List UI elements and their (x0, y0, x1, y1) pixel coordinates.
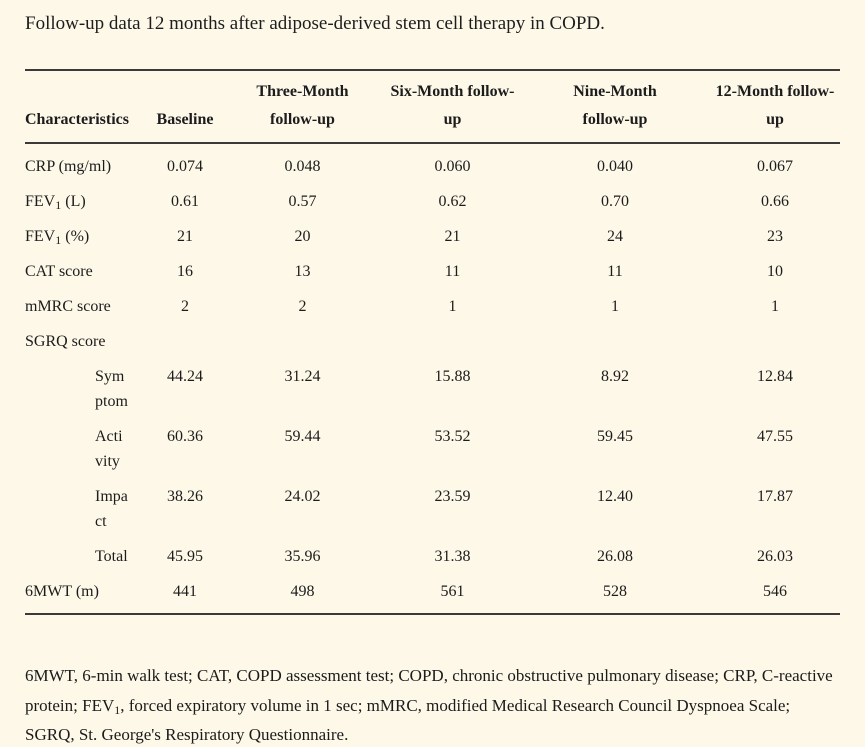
table-row-mmrc: mMRC score 2 2 1 1 1 (25, 284, 840, 319)
cell-value: 24.02 (284, 488, 321, 505)
cell-value: 24 (607, 228, 623, 245)
row-label-text: (L) (61, 193, 86, 210)
cell-value: 12.40 (597, 488, 633, 505)
table-row-sgrq-impact: Impa ct 38.26 24.02 23.59 12.40 17.87 (25, 474, 840, 534)
table-row-sgrq-total: Total 45.95 35.96 31.38 26.08 26.03 (25, 534, 840, 569)
cell-value: 21 (177, 228, 193, 245)
row-label: CRP (mg/ml) (25, 158, 112, 175)
column-header-six-month: Six-Month follow- up (385, 70, 520, 144)
cell-value: 23.59 (434, 488, 471, 505)
table-row-fev1-pct: FEV1 (%) 21 20 21 24 23 (25, 214, 840, 249)
column-header-baseline: Baseline (150, 70, 220, 144)
cell-value: 8.92 (601, 368, 629, 385)
cell-value: 60.36 (167, 428, 203, 445)
row-label: Acti vity (95, 428, 123, 470)
cell-value: 2 (298, 298, 307, 315)
table-header: Characteristics Baseline Three-Month fol… (25, 70, 840, 144)
subscript: 1 (55, 233, 62, 247)
table-row-crp: CRP (mg/ml) 0.074 0.048 0.060 0.040 0.06… (25, 143, 840, 179)
cell-value: 441 (173, 583, 197, 600)
cell-value: 16 (177, 263, 193, 280)
table-row-6mwt: 6MWT (m) 441 498 561 528 546 (25, 569, 840, 614)
cell-value (520, 319, 710, 354)
row-label: 6MWT (m) (25, 583, 99, 600)
row-label-text: FEV (25, 193, 56, 210)
footnote-text: 6MWT, 6-min walk test; CAT, COPD assessm… (25, 666, 833, 715)
row-label-text: (%) (61, 228, 90, 245)
cell-value: 20 (294, 228, 311, 245)
cell-value: 38.26 (167, 488, 203, 505)
row-label: CAT score (25, 263, 93, 280)
row-label: Total (95, 548, 128, 565)
cell-value: 10 (767, 263, 783, 280)
cell-value: 11 (444, 263, 461, 280)
cell-value: 35.96 (284, 548, 321, 565)
cell-value: 11 (607, 263, 623, 280)
cell-value (220, 319, 385, 354)
column-header-nine-month: Nine-Month follow-up (520, 70, 710, 144)
cell-value: 26.08 (597, 548, 633, 565)
subscript: 1 (114, 702, 121, 717)
cell-value: 0.048 (284, 158, 321, 175)
column-header-characteristics: Characteristics (25, 70, 150, 144)
header-row: Characteristics Baseline Three-Month fol… (25, 70, 840, 144)
cell-value: 31.24 (284, 368, 321, 385)
row-label: SGRQ score (25, 333, 106, 350)
cell-value: 45.95 (167, 548, 203, 565)
cell-value: 17.87 (757, 488, 793, 505)
cell-value: 0.57 (288, 193, 317, 210)
cell-value: 0.61 (171, 193, 199, 210)
cell-value: 26.03 (757, 548, 793, 565)
cell-value: 2 (181, 298, 189, 315)
table-row-fev1-l: FEV1 (L) 0.61 0.57 0.62 0.70 0.66 (25, 179, 840, 214)
cell-value: 0.074 (167, 158, 203, 175)
table-caption: Follow-up data 12 months after adipose-d… (25, 13, 605, 34)
table-row-sgrq-header: SGRQ score (25, 319, 840, 354)
cell-value: 44.24 (167, 368, 203, 385)
row-label: mMRC score (25, 298, 111, 315)
cell-value: 12.84 (757, 368, 793, 385)
cell-value: 21 (444, 228, 461, 245)
cell-value: 0.067 (757, 158, 793, 175)
column-header-three-month: Three-Month follow-up (220, 70, 385, 144)
table-row-sgrq-symptom: Sym ptom 44.24 31.24 15.88 8.92 12.84 (25, 354, 840, 414)
cell-value: 1 (771, 298, 779, 315)
row-label: Impa ct (95, 488, 128, 530)
cell-value: 528 (603, 583, 627, 600)
cell-value: 0.70 (601, 193, 629, 210)
cell-value: 0.62 (438, 193, 467, 210)
row-label: FEV1 (%) (25, 214, 150, 249)
table-row-sgrq-activity: Acti vity 60.36 59.44 53.52 59.45 47.55 (25, 414, 840, 474)
cell-value (710, 319, 840, 354)
cell-value: 31.38 (434, 548, 471, 565)
cell-value: 23 (767, 228, 783, 245)
column-header-twelve-month: 12-Month follow- up (710, 70, 840, 144)
cell-value (385, 319, 520, 354)
cell-value (150, 319, 220, 354)
cell-value: 498 (290, 583, 315, 600)
abbreviations-footnote: 6MWT, 6-min walk test; CAT, COPD assessm… (25, 661, 843, 747)
cell-value: 1 (448, 298, 457, 315)
cell-value: 1 (611, 298, 619, 315)
table-body: CRP (mg/ml) 0.074 0.048 0.060 0.040 0.06… (25, 143, 840, 614)
cell-value: 53.52 (434, 428, 471, 445)
cell-value: 546 (763, 583, 787, 600)
cell-value: 0.040 (597, 158, 633, 175)
table-row-cat: CAT score 16 13 11 11 10 (25, 249, 840, 284)
cell-value: 47.55 (757, 428, 793, 445)
cell-value: 59.45 (597, 428, 633, 445)
cell-value: 13 (294, 263, 311, 280)
cell-value: 59.44 (284, 428, 321, 445)
cell-value: 561 (440, 583, 465, 600)
cell-value: 0.66 (761, 193, 789, 210)
subscript: 1 (55, 198, 62, 212)
row-label-text: FEV (25, 228, 56, 245)
cell-value: 15.88 (434, 368, 471, 385)
cell-value: 0.060 (434, 158, 471, 175)
row-label: FEV1 (L) (25, 179, 150, 214)
footnote-text: , forced expiratory volume in 1 sec; mMR… (25, 695, 791, 745)
row-label: Sym ptom (95, 368, 128, 410)
followup-data-table: Characteristics Baseline Three-Month fol… (25, 69, 840, 615)
